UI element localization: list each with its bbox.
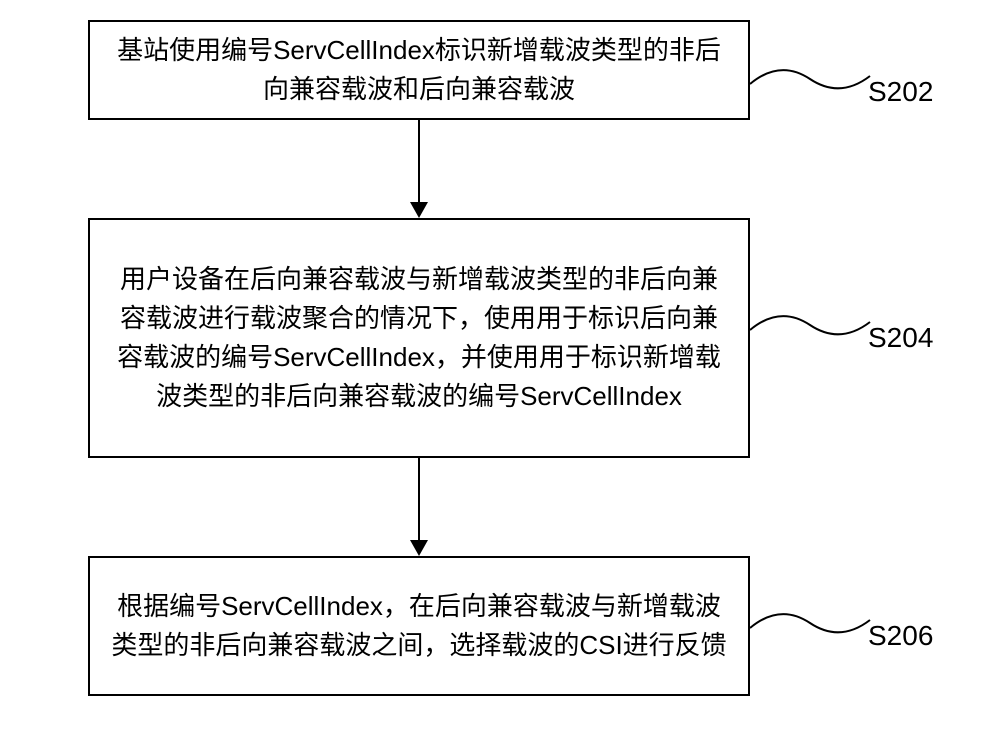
box-text-2: 用户设备在后向兼容载波与新增载波类型的非后向兼容载波进行载波聚合的情况下，使用用… [108, 260, 730, 416]
step-label-3: S206 [868, 620, 933, 652]
arrow-head-icon [410, 540, 428, 556]
step-label-1: S202 [868, 76, 933, 108]
flowchart-box-2: 用户设备在后向兼容载波与新增载波类型的非后向兼容载波进行载波聚合的情况下，使用用… [88, 218, 750, 458]
flowchart-box-1: 基站使用编号ServCellIndex标识新增载波类型的非后向兼容载波和后向兼容… [88, 20, 750, 120]
step-label-2: S204 [868, 322, 933, 354]
flowchart-box-3: 根据编号ServCellIndex，在后向兼容载波与新增载波类型的非后向兼容载波… [88, 556, 750, 696]
connector-arrow-1 [410, 120, 428, 218]
box-text-1: 基站使用编号ServCellIndex标识新增载波类型的非后向兼容载波和后向兼容… [108, 31, 730, 109]
connector-arrow-2 [410, 458, 428, 556]
connector-wave-2 [750, 310, 872, 351]
flowchart-container: 基站使用编号ServCellIndex标识新增载波类型的非后向兼容载波和后向兼容… [0, 0, 1000, 739]
box-text-3: 根据编号ServCellIndex，在后向兼容载波与新增载波类型的非后向兼容载波… [108, 587, 730, 665]
connector-wave-3 [750, 608, 872, 649]
connector-wave-1 [750, 64, 872, 105]
arrow-head-icon [410, 202, 428, 218]
